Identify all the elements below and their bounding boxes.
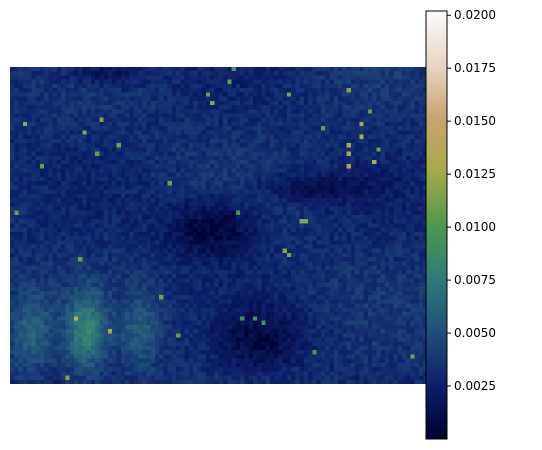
colorbar-tick-label: 0.0100 [454,220,496,234]
colorbar-tick-label: 0.0200 [454,8,496,22]
colorbar-tick-label: 0.0150 [454,114,496,128]
colorbar-tick-label: 0.0175 [454,61,496,75]
heatmap-image [10,67,436,384]
heatmap-plot-area [10,67,436,384]
colorbar-tick-label: 0.0125 [454,167,496,181]
colorbar-gradient [425,10,448,440]
colorbar-tick-label: 0.0075 [454,273,496,287]
colorbar-tick-label: 0.0025 [454,379,496,393]
colorbar-tick-label: 0.0050 [454,326,496,340]
colorbar: 0.0025 0.0050 0.0075 0.0100 0.0125 0.0150 0.01… [425,8,496,440]
colorbar-ticks: 0.0025 0.0050 0.0075 0.0100 0.0125 0.0150 0.01… [447,8,496,393]
